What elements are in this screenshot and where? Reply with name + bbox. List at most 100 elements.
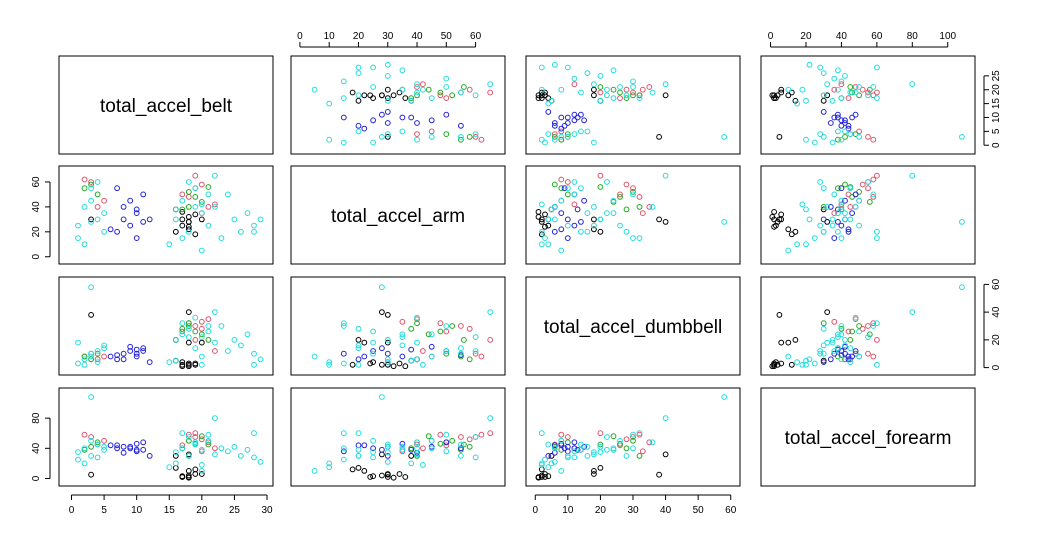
data-point <box>355 128 362 135</box>
data-point <box>545 241 552 248</box>
data-point <box>778 86 785 93</box>
data-point <box>591 216 597 223</box>
data-point <box>172 460 179 467</box>
data-point <box>803 357 809 364</box>
data-point <box>420 462 426 468</box>
data-point <box>94 204 101 210</box>
tick-label: 50 <box>693 505 705 516</box>
data-point <box>396 360 403 367</box>
data-point <box>597 449 604 456</box>
data-point <box>771 209 777 215</box>
data-point <box>443 431 450 438</box>
data-point <box>75 360 81 367</box>
data-point <box>636 194 643 200</box>
data-point <box>597 172 604 179</box>
data-point <box>384 471 391 477</box>
data-point <box>179 442 186 449</box>
data-point <box>721 219 728 225</box>
data-point <box>545 131 552 138</box>
data-point <box>856 353 862 360</box>
data-point <box>551 228 558 235</box>
data-point <box>349 89 356 96</box>
tick-label: 20 <box>595 505 607 516</box>
data-point <box>656 216 662 223</box>
data-point <box>384 356 391 363</box>
data-point <box>551 216 558 223</box>
data-point <box>443 439 450 446</box>
data-point <box>472 350 479 357</box>
data-point <box>414 314 420 321</box>
data-point <box>408 325 415 332</box>
data-point <box>578 446 584 453</box>
variable-label-total-accel-arm: total_accel_arm <box>331 206 465 227</box>
data-point <box>133 346 140 353</box>
panel-frame <box>290 165 506 265</box>
data-point <box>835 111 841 118</box>
data-point <box>101 197 107 204</box>
data-point <box>838 117 845 124</box>
scatter-panel-total-accel-dumbbell-vs-total-accel-forearm <box>760 276 976 376</box>
data-point <box>847 131 854 138</box>
data-point <box>428 445 435 452</box>
data-point <box>370 139 377 146</box>
data-point <box>443 328 450 335</box>
data-point <box>379 451 385 458</box>
data-point <box>414 120 420 126</box>
scatter-panel-total-accel-forearm-vs-total-accel-belt <box>58 387 274 487</box>
data-point <box>591 86 597 93</box>
data-point <box>257 459 264 465</box>
data-point <box>179 197 186 204</box>
panel-frame <box>760 276 976 376</box>
data-point <box>443 350 450 357</box>
data-point <box>721 134 728 140</box>
data-point <box>870 353 877 360</box>
data-point <box>172 357 179 364</box>
data-point <box>811 235 818 242</box>
data-point <box>662 172 669 179</box>
data-point <box>120 449 127 456</box>
data-point <box>185 434 192 440</box>
data-point <box>865 185 871 192</box>
data-point <box>874 228 880 235</box>
data-point <box>799 361 806 368</box>
panel-frame <box>525 165 741 265</box>
data-point <box>636 430 643 437</box>
tick-label: 20 <box>800 31 812 42</box>
data-point <box>542 211 548 218</box>
data-point <box>845 328 852 335</box>
data-point <box>646 84 653 90</box>
data-point <box>414 84 420 90</box>
data-point <box>399 353 406 360</box>
diagonal-panel-total-accel-dumbbell: total_accel_dumbbell <box>525 276 741 376</box>
data-point <box>842 216 848 223</box>
data-point <box>107 353 114 360</box>
data-point <box>437 440 444 447</box>
data-point <box>133 235 140 242</box>
data-point <box>185 226 192 233</box>
data-point <box>408 446 415 453</box>
data-point <box>466 325 473 332</box>
data-point <box>140 191 147 198</box>
data-point <box>866 86 873 93</box>
data-point <box>466 436 473 443</box>
data-point <box>564 114 571 121</box>
data-point <box>859 325 866 332</box>
data-point <box>874 320 880 327</box>
data-point <box>794 100 800 107</box>
data-point <box>551 136 558 143</box>
data-point <box>874 361 880 368</box>
data-point <box>461 84 467 90</box>
data-point <box>127 348 134 354</box>
data-point <box>420 348 426 354</box>
tick-label: 0 <box>69 505 75 516</box>
data-point <box>785 247 792 254</box>
data-point <box>185 204 192 210</box>
data-point <box>799 86 806 93</box>
data-point <box>88 350 94 357</box>
data-point <box>842 117 848 124</box>
data-point <box>384 474 391 480</box>
data-point <box>355 92 362 99</box>
tick-label: 40 <box>411 31 423 42</box>
data-point <box>909 309 916 316</box>
data-point <box>542 89 548 96</box>
